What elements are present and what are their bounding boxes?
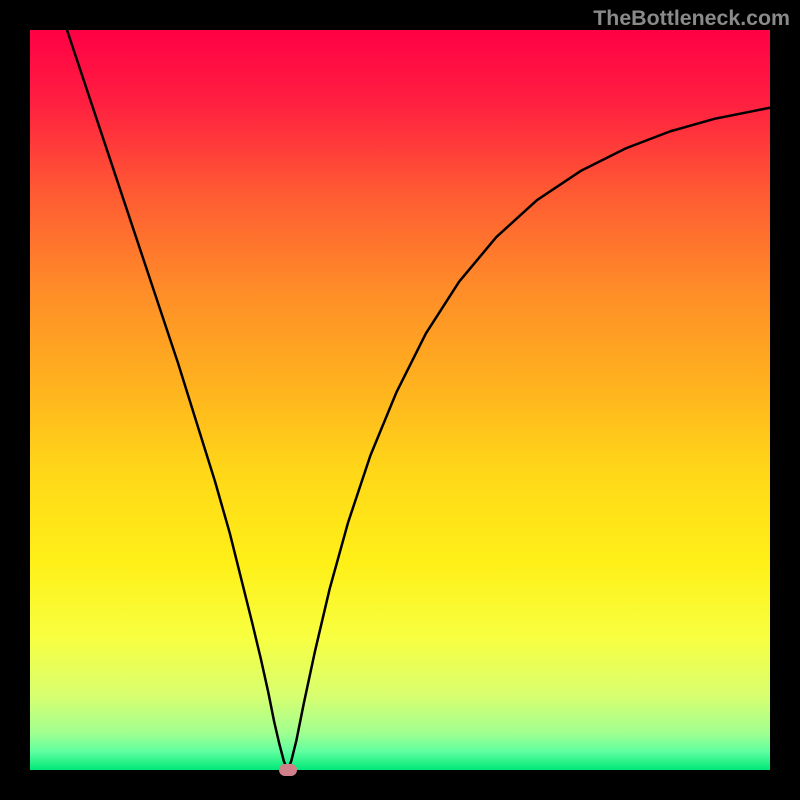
- chart-container: TheBottleneck.com: [0, 0, 800, 800]
- plot-area: [30, 30, 770, 770]
- bottleneck-curve: [67, 30, 770, 770]
- watermark-text: TheBottleneck.com: [593, 6, 790, 31]
- curve-svg: [30, 30, 770, 770]
- minimum-marker: [279, 764, 297, 776]
